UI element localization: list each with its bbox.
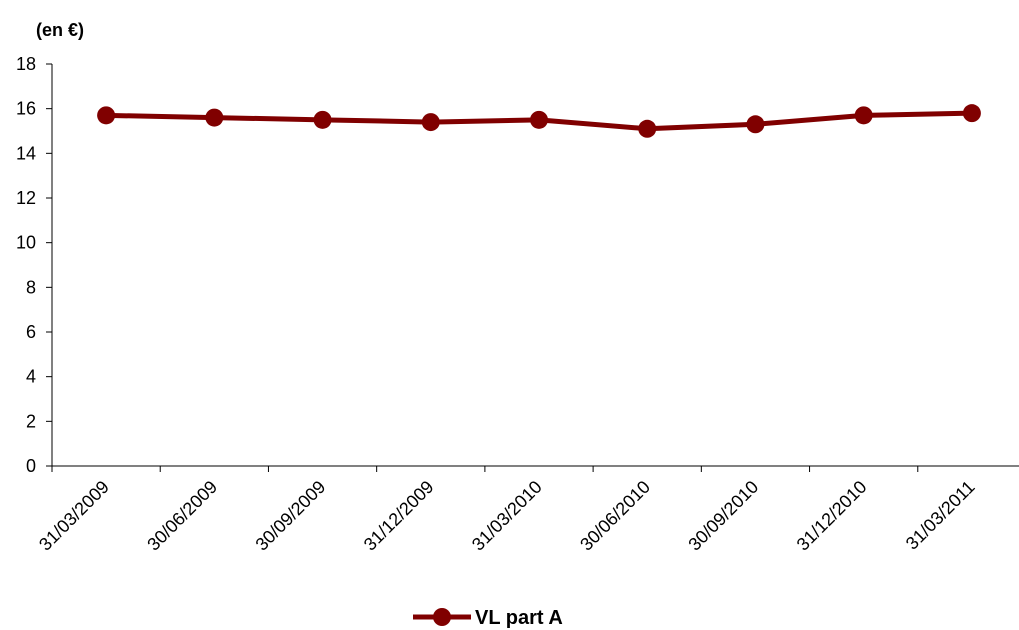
axes: 0 2 4 6 8 10 12 14 16 18 31/03/2009 30/06/2009 30/09… — [16, 54, 1019, 555]
legend: VL part A — [413, 607, 563, 629]
legend-marker — [433, 608, 451, 626]
y-tick-label: 12 — [16, 188, 36, 208]
x-tick-label: 30/06/2010 — [576, 477, 654, 555]
y-tick-label: 6 — [26, 322, 36, 342]
x-tick-label: 31/12/2010 — [793, 477, 871, 555]
legend-label: VL part A — [475, 607, 563, 629]
y-tick-label: 0 — [26, 456, 36, 476]
series-group — [97, 104, 981, 138]
data-point — [638, 119, 657, 138]
x-tick-label: 31/03/2011 — [902, 477, 979, 554]
data-point — [97, 106, 116, 125]
y-tick-label: 16 — [16, 99, 36, 119]
y-tick-label: 2 — [26, 411, 36, 431]
x-tick-label: 30/09/2009 — [252, 477, 330, 555]
y-tick-label: 18 — [16, 54, 36, 74]
y-tick-label: 10 — [16, 233, 36, 253]
x-tick-label: 31/03/2010 — [468, 477, 546, 555]
data-point — [530, 110, 548, 129]
y-tick-label: 8 — [26, 277, 36, 297]
x-tick-label: 30/06/2009 — [143, 477, 221, 555]
data-point — [746, 115, 765, 134]
x-tick-label: 31/03/2009 — [35, 477, 113, 555]
data-point — [421, 113, 440, 132]
y-tick-label: 14 — [16, 143, 36, 163]
data-point — [962, 104, 981, 123]
data-point — [854, 106, 873, 125]
x-tick-label: 31/12/2009 — [360, 477, 438, 555]
data-point — [313, 110, 332, 129]
x-tick-label: 30/09/2010 — [684, 477, 762, 555]
data-point — [205, 108, 224, 127]
y-unit-label: (en €) — [36, 20, 84, 40]
y-tick-label: 4 — [26, 367, 36, 387]
